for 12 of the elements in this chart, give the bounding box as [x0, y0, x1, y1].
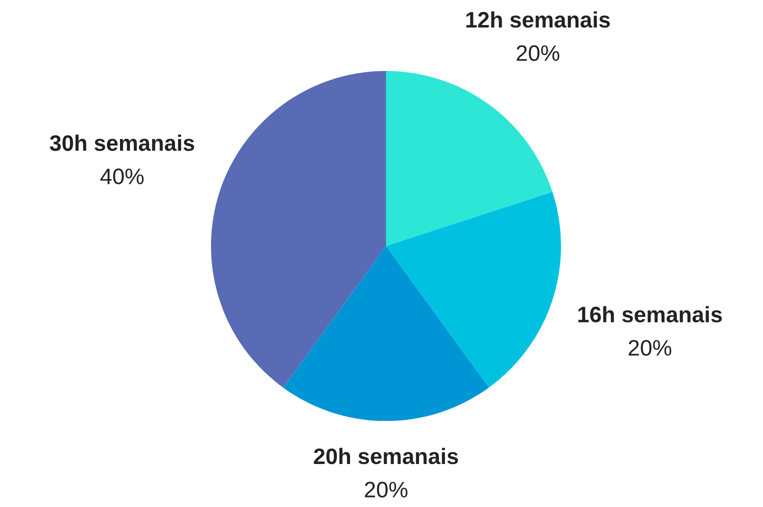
slice-label: 12h semanais	[466, 11, 610, 28]
pie-slice	[211, 71, 386, 388]
data-label: 40%	[100, 168, 144, 184]
pie-slice	[386, 192, 561, 388]
pie-slice	[283, 246, 489, 421]
slice-label: 20h semanais	[314, 448, 458, 464]
data-label: 20%	[516, 45, 560, 62]
data-label: 20%	[628, 340, 672, 356]
pie-slice	[386, 71, 552, 246]
data-label: 20%	[364, 482, 408, 498]
slice-label: 30h semanais	[50, 134, 194, 151]
slice-label: 16h semanais	[578, 306, 722, 322]
